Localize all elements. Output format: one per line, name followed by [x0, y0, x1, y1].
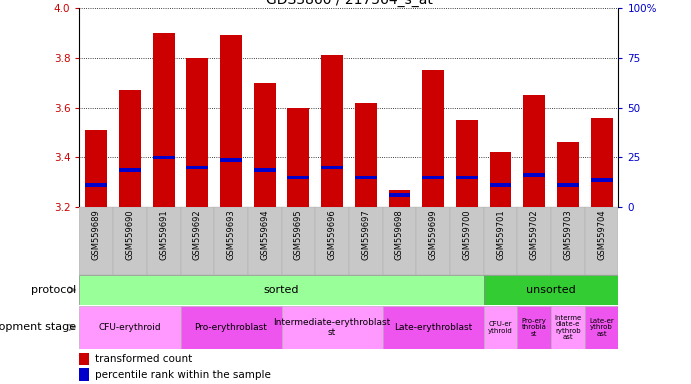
Bar	[490, 183, 511, 187]
Bar	[146, 207, 180, 275]
Bar	[281, 306, 383, 349]
Bar	[484, 306, 518, 349]
Bar	[220, 35, 242, 207]
Text: transformed count: transformed count	[95, 354, 192, 364]
Bar	[523, 173, 545, 177]
Bar	[388, 193, 410, 197]
Text: GSM559700: GSM559700	[462, 209, 471, 260]
Text: GSM559704: GSM559704	[597, 209, 606, 260]
Text: GSM559698: GSM559698	[395, 209, 404, 260]
Bar	[484, 275, 618, 305]
Bar	[113, 207, 146, 275]
Bar	[551, 306, 585, 349]
Bar	[456, 120, 477, 207]
Text: Late-erythroblast: Late-erythroblast	[394, 323, 472, 332]
Bar	[422, 70, 444, 207]
Bar	[282, 207, 315, 275]
Bar	[422, 176, 444, 179]
Bar	[180, 306, 281, 349]
Bar	[557, 183, 579, 187]
Text: GSM559703: GSM559703	[563, 209, 572, 260]
Bar	[557, 142, 579, 207]
Bar	[518, 207, 551, 275]
Bar	[119, 90, 141, 207]
Bar	[187, 166, 208, 169]
Bar	[585, 306, 618, 349]
Bar	[551, 207, 585, 275]
Bar	[86, 130, 107, 207]
Text: GSM559691: GSM559691	[159, 209, 168, 260]
Text: GSM559692: GSM559692	[193, 209, 202, 260]
Bar	[355, 176, 377, 179]
Text: GSM559701: GSM559701	[496, 209, 505, 260]
Bar	[490, 152, 511, 207]
Bar	[86, 183, 107, 187]
Text: GSM559695: GSM559695	[294, 209, 303, 260]
Bar	[321, 55, 343, 207]
Bar	[180, 207, 214, 275]
Text: protocol: protocol	[31, 285, 76, 295]
Bar	[287, 176, 310, 179]
Bar	[523, 95, 545, 207]
Bar	[315, 207, 349, 275]
Bar	[248, 207, 281, 275]
Bar	[484, 207, 518, 275]
Text: unsorted: unsorted	[527, 285, 576, 295]
Bar	[254, 168, 276, 172]
Title: GDS3860 / 217564_s_at: GDS3860 / 217564_s_at	[265, 0, 433, 7]
Bar	[119, 168, 141, 172]
Text: Pro-ery
throbla
st: Pro-ery throbla st	[522, 318, 547, 337]
Bar	[220, 158, 242, 162]
Bar	[79, 306, 180, 349]
Bar	[79, 207, 113, 275]
Text: Pro-erythroblast: Pro-erythroblast	[195, 323, 267, 332]
Text: GSM559693: GSM559693	[227, 209, 236, 260]
Bar	[321, 166, 343, 169]
Text: GSM559702: GSM559702	[530, 209, 539, 260]
Text: percentile rank within the sample: percentile rank within the sample	[95, 370, 270, 380]
Text: GSM559689: GSM559689	[92, 209, 101, 260]
Bar	[416, 207, 450, 275]
Bar	[349, 207, 383, 275]
Bar	[355, 103, 377, 207]
Bar	[591, 178, 612, 182]
Bar	[591, 118, 612, 207]
Bar	[585, 207, 618, 275]
Bar	[79, 353, 89, 365]
Text: Intermediate-erythroblast
st: Intermediate-erythroblast st	[274, 318, 390, 337]
Bar	[456, 176, 477, 179]
Text: development stage: development stage	[0, 322, 76, 333]
Bar	[214, 207, 248, 275]
Bar	[153, 33, 175, 207]
Text: GSM559696: GSM559696	[328, 209, 337, 260]
Text: GSM559690: GSM559690	[126, 209, 135, 260]
Bar	[518, 306, 551, 349]
Text: CFU-er
ythroid: CFU-er ythroid	[488, 321, 513, 334]
Bar	[388, 190, 410, 207]
Bar	[254, 83, 276, 207]
Text: sorted: sorted	[264, 285, 299, 295]
Bar	[187, 58, 208, 207]
Text: GSM559699: GSM559699	[428, 209, 437, 260]
Bar	[79, 369, 89, 381]
Bar	[383, 207, 416, 275]
Text: Late-er
ythrob
ast: Late-er ythrob ast	[589, 318, 614, 337]
Bar	[450, 207, 484, 275]
Bar	[153, 156, 175, 159]
Text: Interme
diate-e
rythrob
ast: Interme diate-e rythrob ast	[554, 314, 582, 340]
Text: GSM559694: GSM559694	[261, 209, 269, 260]
Text: CFU-erythroid: CFU-erythroid	[99, 323, 161, 332]
Bar	[287, 108, 310, 207]
Bar	[383, 306, 484, 349]
Text: GSM559697: GSM559697	[361, 209, 370, 260]
Bar	[79, 275, 484, 305]
